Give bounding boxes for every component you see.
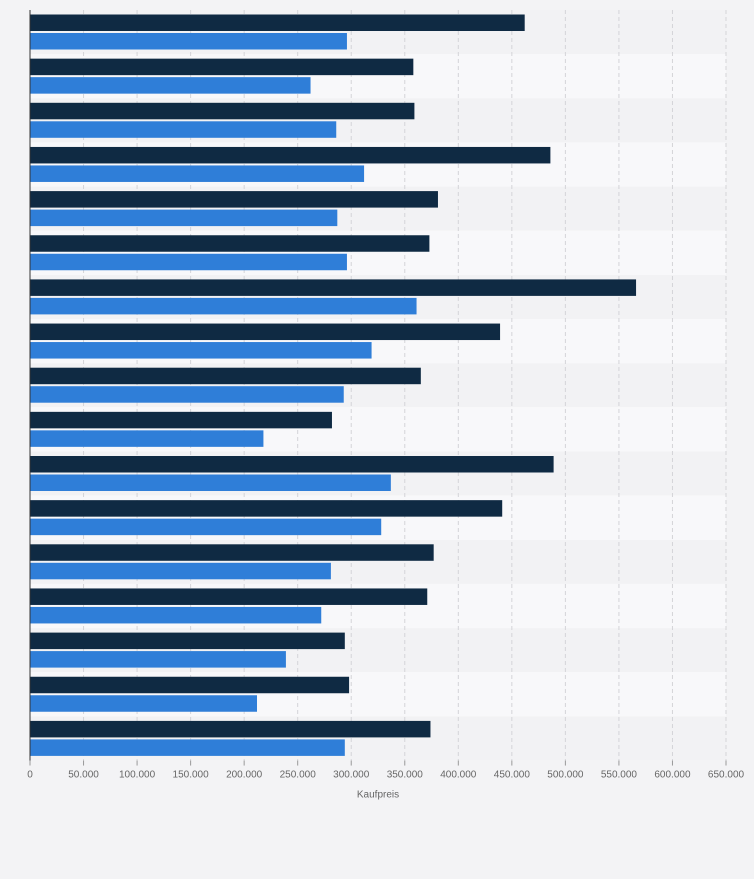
x-tick-label: 400.000: [440, 770, 477, 781]
bar-series-2: [30, 651, 286, 668]
bar-series-2: [30, 33, 347, 50]
bar-series-1: [30, 102, 415, 120]
bar-series-2: [30, 77, 311, 94]
x-tick-label: 50.000: [68, 770, 99, 781]
bar-series-1: [30, 720, 431, 738]
bar-series-2: [30, 209, 338, 227]
bar-series-2: [30, 562, 331, 580]
x-tick-label: 500.000: [547, 770, 584, 781]
bar-series-1: [30, 235, 430, 252]
bar-series-1: [30, 676, 350, 694]
bar-series-2: [30, 253, 347, 271]
bars: [30, 14, 637, 756]
x-tick-label: 250.000: [280, 770, 317, 781]
bar-series-1: [30, 367, 421, 385]
x-tick-label: 600.000: [654, 770, 691, 781]
x-axis-title: Kaufpreis: [357, 790, 399, 801]
bar-series-1: [30, 411, 332, 429]
x-axis: 0 50.000 100.000 150.000 200.000 250.000 300.0…: [27, 10, 745, 781]
bar-series-1: [30, 146, 551, 164]
bar-series-1: [30, 632, 345, 650]
bar-series-1: [30, 588, 428, 605]
bar-series-2: [30, 518, 382, 536]
bar-series-2: [30, 606, 322, 624]
bar-series-2: [30, 430, 264, 447]
bar-series-1: [30, 58, 414, 76]
x-tick-label: 650.000: [708, 770, 745, 781]
x-tick-label: 350.000: [387, 770, 424, 781]
bar-series-1: [30, 323, 501, 341]
bar-series-2: [30, 695, 258, 712]
bar-series-1: [30, 279, 637, 296]
x-tick-label: 300.000: [333, 770, 370, 781]
x-tick-label: 450.000: [494, 770, 531, 781]
x-tick-label: 150.000: [173, 770, 210, 781]
bar-series-1: [30, 456, 554, 473]
bar-series-1: [30, 191, 438, 208]
bar-series-2: [30, 121, 337, 138]
bar-series-1: [30, 544, 434, 561]
bar-series-1: [30, 14, 525, 31]
x-tick-label: 100.000: [119, 770, 156, 781]
bar-series-2: [30, 297, 417, 315]
x-tick-label: 0: [27, 770, 33, 781]
bar-series-2: [30, 342, 372, 359]
bar-series-2: [30, 474, 391, 491]
x-tick-label: 200.000: [226, 770, 263, 781]
bar-series-2: [30, 165, 365, 182]
bar-series-2: [30, 386, 344, 403]
bar-series-1: [30, 500, 503, 517]
x-tick-label: 550.000: [601, 770, 638, 781]
bar-series-2: [30, 739, 345, 756]
